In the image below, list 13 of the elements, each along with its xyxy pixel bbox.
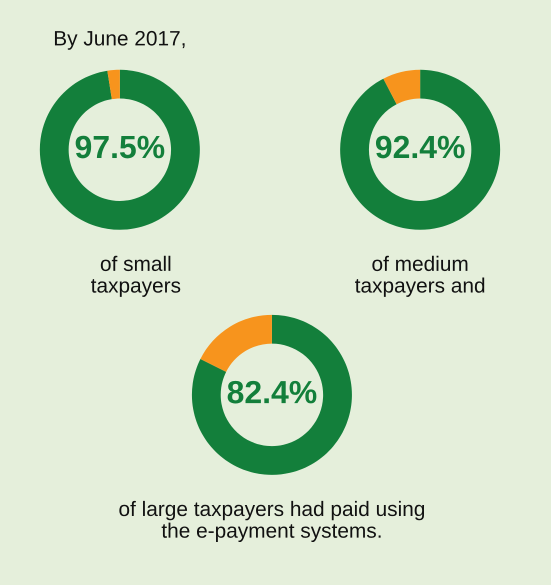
donut-slice: [192, 314, 352, 475]
chart-title: By June 2017,: [54, 30, 185, 50]
data-label: 82.4%: [228, 380, 316, 404]
data-label: 92.4%: [376, 136, 465, 158]
donut-slice: [107, 70, 120, 100]
text: of small taxpayers: [91, 256, 180, 297]
donut-slice: [383, 70, 420, 104]
donut-slice: [340, 70, 500, 230]
data-label: 97.5%: [76, 136, 164, 158]
text: of medium taxpayers and: [355, 256, 484, 297]
donut-slice: [40, 70, 200, 230]
text: of large taxpayers had paid using the e-payment systems.: [119, 500, 424, 542]
donut-slice: [200, 314, 272, 372]
